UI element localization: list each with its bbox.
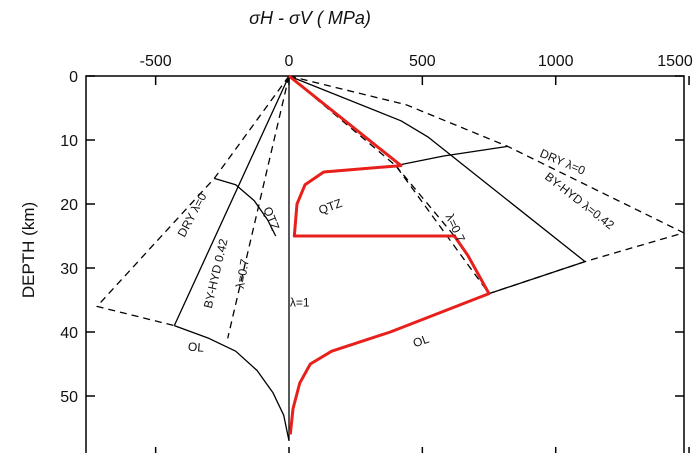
- curve-annotation: OL: [411, 332, 431, 351]
- curve-annotation: λ=1: [290, 295, 310, 309]
- curve-annotation: BY-HYD 0.42: [201, 237, 231, 310]
- series-line-ol-tension: [174, 324, 290, 441]
- y-tick-label: 50: [60, 389, 78, 406]
- curve-annotation: λ=0.7: [443, 211, 468, 244]
- annotation-group: DRY λ=0BY-HYD 0.42 λ=0.7QTZλ=1OLQTZλ=0.7O…: [175, 146, 617, 355]
- series-line-lambda07-compression: [395, 165, 455, 237]
- x-axis-label: σH - σV ( MPa): [249, 8, 371, 28]
- curve-annotation: QTZ: [260, 205, 282, 232]
- x-tick-label: 0: [285, 53, 294, 70]
- series-line-qtz-compression-black: [395, 145, 508, 167]
- curve-annotation: OL: [187, 340, 204, 355]
- curve-annotation: BY-HYD λ=0.42: [542, 169, 617, 232]
- curve-annotation: QTZ: [317, 196, 344, 217]
- y-tick-label: 40: [60, 325, 78, 342]
- curve-annotation: DRY λ=0: [175, 190, 210, 239]
- x-tick-label: 1500: [657, 53, 693, 70]
- series-line-byhyd-tension: [173, 75, 290, 326]
- x-tick-label: -500: [140, 53, 172, 70]
- series-line-dry-tension: [96, 75, 290, 327]
- y-tick-label: 30: [60, 261, 78, 278]
- series-line-dry-compression: [288, 75, 685, 295]
- series-line-red-lambda07: [288, 74, 491, 435]
- curve-annotation: λ=0.7: [233, 258, 252, 290]
- plot-frame: [85, 75, 685, 453]
- y-tick-label: 10: [60, 133, 78, 150]
- y-tick-label: 20: [60, 197, 78, 214]
- series-group: [96, 74, 685, 441]
- series-line-ol-compression-black: [488, 260, 586, 295]
- y-tick-label: 0: [69, 69, 78, 86]
- axis-ticks: -500 0 500 1000 1500 0 10 20 30 40 50: [60, 53, 693, 453]
- y-axis-label: DEPTH (km): [19, 202, 38, 298]
- series-line-byhyd-compression: [288, 75, 586, 263]
- x-tick-label: 1000: [538, 53, 574, 70]
- x-tick-label: 500: [409, 53, 436, 70]
- series-line-qtz-tension: [214, 177, 277, 237]
